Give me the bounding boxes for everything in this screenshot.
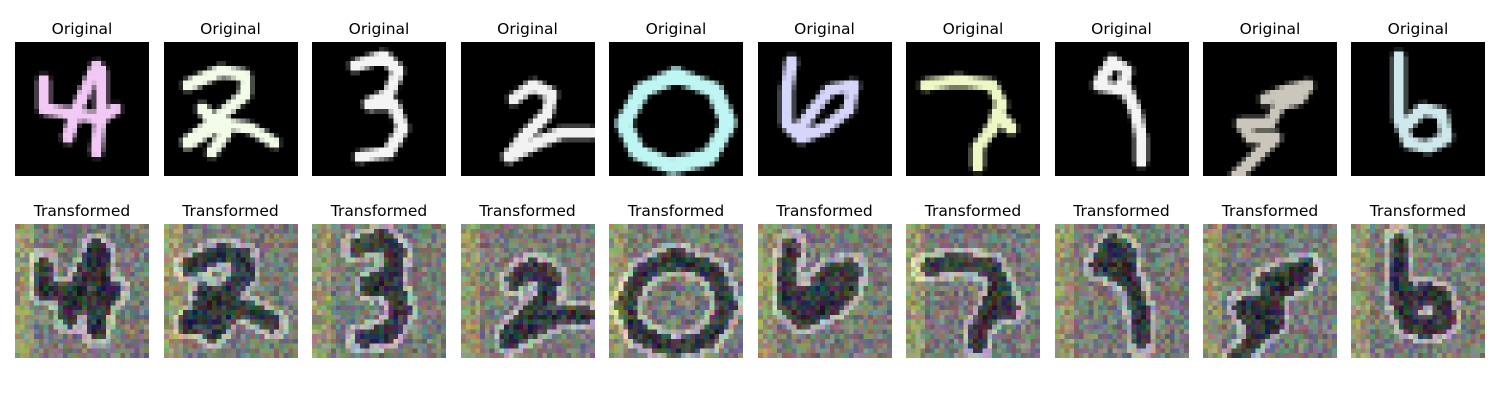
panel-title: Transformed bbox=[627, 202, 725, 220]
original-panel: Original bbox=[609, 19, 743, 176]
original-digit-image bbox=[460, 42, 595, 176]
transformed-panel: Transformed bbox=[1054, 201, 1189, 358]
transformed-digit-image bbox=[1203, 224, 1337, 358]
panel-title: Original bbox=[497, 20, 558, 38]
panel-title: Original bbox=[1091, 20, 1152, 38]
transformed-panel: Transformed bbox=[312, 201, 446, 358]
panel-title: Transformed bbox=[1369, 202, 1467, 220]
transformed-digit-image bbox=[757, 224, 892, 358]
transformed-digit-image bbox=[163, 224, 298, 358]
panel-title: Original bbox=[348, 20, 410, 38]
panel-title: Transformed bbox=[1073, 202, 1170, 220]
panel-title: Transformed bbox=[776, 202, 873, 220]
panel-title: Original bbox=[200, 20, 261, 38]
transformed-panel: Transformed bbox=[757, 201, 892, 358]
original-row: Original Original Original Original Orig… bbox=[15, 19, 1485, 176]
transformed-digit-image bbox=[906, 224, 1040, 358]
transformed-panel: Transformed bbox=[906, 201, 1040, 358]
transformed-panel: Transformed bbox=[1351, 201, 1485, 358]
original-digit-image bbox=[1203, 42, 1337, 176]
panel-title: Original bbox=[942, 20, 1004, 38]
original-digit-image bbox=[757, 42, 892, 176]
original-panel: Original bbox=[757, 19, 892, 176]
original-panel: Original bbox=[1203, 19, 1337, 176]
panel-title: Original bbox=[645, 20, 707, 38]
transformed-panel: Transformed bbox=[609, 201, 743, 358]
panel-title: Original bbox=[794, 20, 855, 38]
transformed-panel: Transformed bbox=[15, 201, 149, 358]
panel-title: Original bbox=[1387, 20, 1449, 38]
original-digit-image bbox=[1054, 42, 1189, 176]
transformed-digit-image bbox=[1054, 224, 1189, 358]
panel-title: Transformed bbox=[330, 202, 428, 220]
original-panel: Original bbox=[163, 19, 298, 176]
panel-title: Transformed bbox=[182, 202, 279, 220]
transformed-row: Transformed Transformed Transformed Tran… bbox=[15, 201, 1485, 358]
original-panel: Original bbox=[312, 19, 446, 176]
original-panel: Original bbox=[15, 19, 149, 176]
panel-title: Original bbox=[1239, 20, 1301, 38]
transformed-digit-image bbox=[609, 224, 743, 358]
original-digit-image bbox=[609, 42, 743, 176]
transformed-digit-image bbox=[460, 224, 595, 358]
transformed-panel: Transformed bbox=[1203, 201, 1337, 358]
original-digit-image bbox=[312, 42, 446, 176]
original-digit-image bbox=[906, 42, 1040, 176]
transformed-digit-image bbox=[1351, 224, 1485, 358]
panel-title: Transformed bbox=[33, 202, 131, 220]
panel-title: Transformed bbox=[479, 202, 576, 220]
original-panel: Original bbox=[1351, 19, 1485, 176]
transformed-panel: Transformed bbox=[460, 201, 595, 358]
transformed-panel: Transformed bbox=[163, 201, 298, 358]
original-digit-image bbox=[15, 42, 149, 176]
original-digit-image bbox=[1351, 42, 1485, 176]
original-digit-image bbox=[163, 42, 298, 176]
panel-title: Original bbox=[51, 20, 113, 38]
transformed-digit-image bbox=[312, 224, 446, 358]
transformed-digit-image bbox=[15, 224, 149, 358]
panel-title: Transformed bbox=[1221, 202, 1319, 220]
original-panel: Original bbox=[1054, 19, 1189, 176]
original-panel: Original bbox=[906, 19, 1040, 176]
panel-title: Transformed bbox=[924, 202, 1022, 220]
original-panel: Original bbox=[460, 19, 595, 176]
